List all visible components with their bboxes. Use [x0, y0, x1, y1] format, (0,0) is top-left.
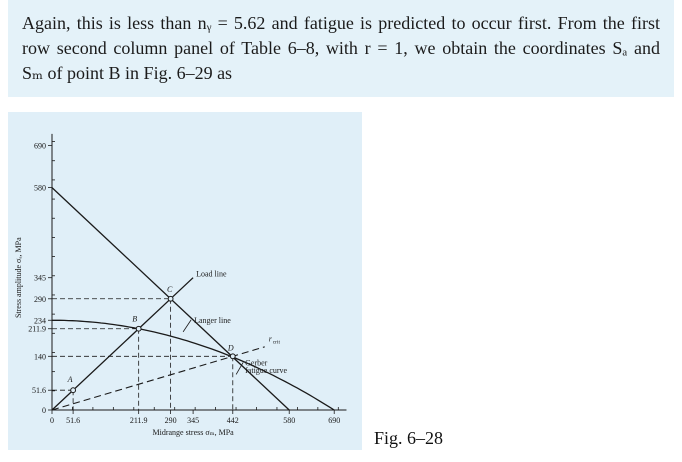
annotation-gerber: Gerber	[245, 358, 268, 367]
paragraph-line-1: Again, this is less than nᵧ = 5.62 and f…	[22, 13, 660, 33]
annotation-r-crit-subscript: crit	[273, 339, 281, 345]
x-tick-label: 290	[165, 416, 177, 425]
x-axis-label: Midrange stress σₘ, MPa	[152, 428, 234, 437]
y-tick-label: 345	[34, 274, 46, 283]
annotation-load-line: Load line	[196, 270, 227, 279]
y-tick-label: 290	[34, 295, 46, 304]
x-tick-label: 0	[50, 416, 54, 425]
y-tick-label: 580	[34, 184, 46, 193]
figure-caption: Fig. 6–28	[374, 428, 444, 448]
x-tick-label: 442	[227, 416, 239, 425]
x-tick-label: 211.9	[130, 416, 148, 425]
y-tick-label: 234	[34, 316, 46, 325]
annotation-r-crit: r	[269, 334, 273, 343]
paragraph-line-3: Sₘ of point B in Fig. 6–29 as	[22, 63, 233, 83]
y-tick-label: 51.6	[32, 386, 46, 395]
point-label: D	[227, 343, 234, 352]
x-tick-label: 580	[283, 416, 295, 425]
text-panel: Again, this is less than nᵧ = 5.62 and f…	[8, 0, 674, 97]
data-point	[135, 325, 142, 332]
chart-panel: 0 51.6 140 211.9 234 290 345 580 690 0 51.6 211.9 29…	[8, 112, 362, 450]
point-label: B	[132, 315, 137, 324]
y-tick-label: 690	[34, 141, 46, 150]
series-line	[52, 319, 335, 411]
point-label: C	[167, 285, 173, 294]
leader-langer-line	[182, 319, 192, 333]
y-tick-label: 0	[42, 406, 46, 415]
leader-gerber-curve	[235, 362, 244, 375]
point-label: A	[67, 375, 73, 384]
y-tick-label: 140	[34, 352, 46, 361]
data-point	[167, 295, 174, 302]
x-tick-label: 345	[187, 416, 199, 425]
paragraph-line-2: row second column panel of Table 6–8, wi…	[22, 38, 660, 58]
data-point	[70, 387, 77, 394]
y-tick-label: 211.9	[28, 325, 46, 334]
y-axis-label: Stress amplitude σₐ, MPa	[14, 237, 23, 318]
x-tick-label: 690	[328, 416, 340, 425]
data-point	[229, 353, 236, 360]
x-tick-label: 51.6	[66, 416, 80, 425]
annotation-fatigue-curve: fatigue curve	[245, 366, 287, 375]
annotation-langer-line: Langer line	[194, 316, 231, 325]
